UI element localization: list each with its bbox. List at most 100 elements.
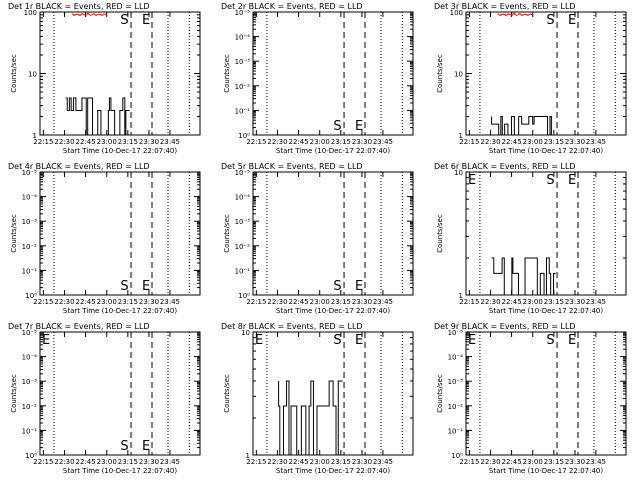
x-tick-label: 23:15 [118,298,138,306]
x-tick-label: 23:30 [565,138,585,146]
x-axis-label: Start Time (10-Dec-17 22:07:40) [489,147,603,155]
plot-frame [252,331,414,456]
start-marker: S [333,333,341,348]
x-tick-label: 23:30 [565,458,585,466]
plot-frame [252,171,414,296]
y-tick-label: 10⁰ [238,292,250,300]
x-tick-label: 23:45 [373,298,393,306]
y-tick-label: 10⁻² [22,403,38,411]
y-tick-label: 10⁻¹ [448,427,464,435]
y-tick-label: 10⁻³ [22,218,38,226]
end-marker: E [355,119,363,134]
x-tick-label: 23:15 [544,458,564,466]
x-tick-label: 23:15 [544,298,564,306]
detector-panel: Det 1r BLACK = Events, RED = LLD 1 10 100 Co… [8,2,201,155]
y-tick-label: 10⁻¹ [22,427,38,435]
y-tick-label: 100 [450,9,463,17]
start-marker: S [546,13,554,28]
x-tick-label: 22:45 [502,138,522,146]
y-tick-label: 10⁻¹ [235,267,251,275]
y-tick-label: 1 [459,132,463,140]
y-tick-label: 10⁻⁵ [448,329,464,337]
x-tick-label: 23:30 [139,298,159,306]
y-axis-label: Counts/sec [436,214,444,253]
x-tick-label: 23:30 [352,458,372,466]
panel-title: Det 7r BLACK = Events, RED = LLD [8,322,150,331]
y-tick-label: 10⁻³ [235,218,251,226]
detector-panel: Det 3r BLACK = Events, RED = LLD 1 10 100 Co… [434,2,627,155]
x-tick-label: 23:45 [160,458,180,466]
y-tick-label: 10⁻² [448,403,464,411]
x-tick-label: 23:45 [160,138,180,146]
y-tick-label: 10⁻⁴ [235,194,251,202]
y-tick-label: 1 [33,132,37,140]
end-marker: E [255,333,263,348]
start-marker: S [546,333,554,348]
panel-title: Det 5r BLACK = Events, RED = LLD [221,162,363,171]
end-marker: E [568,333,576,348]
y-axis-label: Counts/sec [10,214,18,253]
x-tick-label: 23:00 [310,138,330,146]
y-tick-label: 10⁻⁴ [235,34,251,42]
start-marker: S [120,279,128,294]
detector-panel: Det 2r BLACK = Events, RED = LLD 10⁰ 10⁻¹ 1… [221,2,414,155]
x-tick-label: 22:30 [480,458,500,466]
x-tick-label: 22:30 [480,138,500,146]
y-tick-label: 10⁰ [25,292,37,300]
y-tick-label: 10 [454,169,463,177]
x-axis-label: Start Time (10-Dec-17 22:07:40) [276,307,390,315]
plot-frame [39,331,201,456]
detector-panel: Det 7r BLACK = Events, RED = LLD 10⁰ 10⁻¹ 1… [8,322,201,475]
end-marker: E [468,333,476,348]
x-tick-label: 22:45 [502,458,522,466]
x-tick-label: 22:15 [33,458,53,466]
plot-frame [252,11,414,136]
y-axis-label: Counts/sec [10,54,18,93]
y-tick-label: 10 [241,329,250,337]
y-tick-label: 100 [24,9,37,17]
end-marker: E [42,333,50,348]
panel-title: Det 3r BLACK = Events, RED = LLD [434,2,576,11]
end-marker: E [468,173,476,188]
x-tick-label: 23:45 [586,298,606,306]
y-tick-label: 10⁻¹ [235,107,251,115]
y-tick-label: 10⁻² [235,83,251,91]
x-tick-label: 22:30 [480,298,500,306]
end-marker: E [142,279,150,294]
y-axis-label: Counts/sec [223,214,231,253]
x-tick-label: 22:15 [246,458,266,466]
x-tick-label: 22:15 [459,138,479,146]
y-tick-label: 10 [454,71,463,79]
x-tick-label: 22:30 [267,298,287,306]
y-tick-label: 10⁻⁵ [235,169,251,177]
x-tick-label: 22:15 [459,458,479,466]
end-marker: E [568,13,576,28]
y-axis-label: Counts/sec [10,374,18,413]
y-tick-label: 10⁻⁵ [235,9,251,17]
y-tick-label: 10⁻⁴ [22,354,38,362]
x-tick-label: 23:30 [352,298,372,306]
y-tick-label: 10⁻³ [235,58,251,66]
x-axis-label: Start Time (10-Dec-17 22:07:40) [489,467,603,475]
y-tick-label: 1 [246,452,250,460]
x-tick-label: 22:30 [54,138,74,146]
panel-title: Det 1r BLACK = Events, RED = LLD [8,2,150,11]
plot-frame [39,171,201,296]
y-axis-label: Counts/sec [436,374,444,413]
x-axis-label: Start Time (10-Dec-17 22:07:40) [63,467,177,475]
x-tick-label: 22:30 [267,458,287,466]
x-tick-label: 23:00 [97,458,117,466]
y-tick-label: 10⁻⁴ [22,194,38,202]
x-tick-label: 23:00 [310,298,330,306]
x-tick-label: 23:45 [586,138,606,146]
x-axis-label: Start Time (10-Dec-17 22:07:40) [276,147,390,155]
y-axis-label: Counts/sec [223,54,231,93]
detector-panel: Det 8r BLACK = Events, RED = LLD 1 10 Count… [221,322,414,475]
events-trace [491,257,556,296]
lld-trace [71,12,107,17]
x-axis-label: Start Time (10-Dec-17 22:07:40) [63,307,177,315]
start-marker: S [333,279,341,294]
x-axis-label: Start Time (10-Dec-17 22:07:40) [489,307,603,315]
y-tick-label: 10⁻³ [22,378,38,386]
